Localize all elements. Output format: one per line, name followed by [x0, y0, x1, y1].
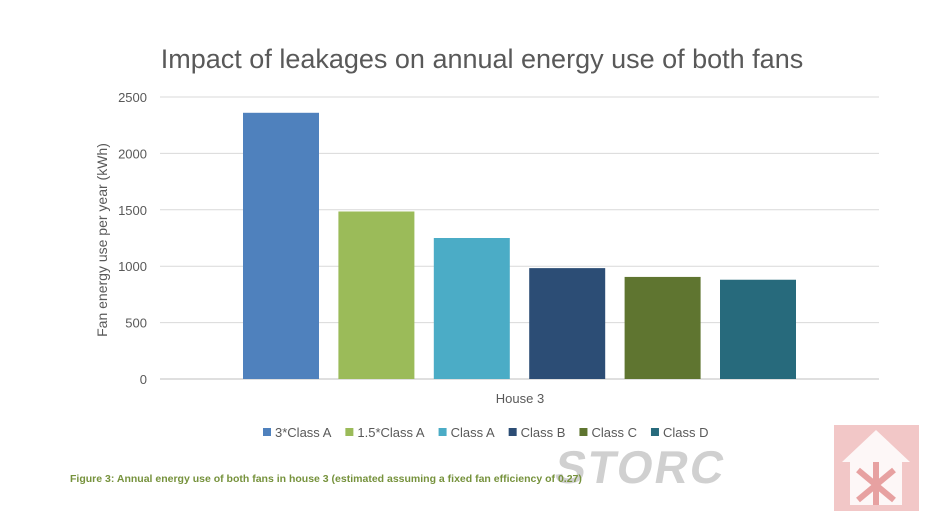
legend-swatch: [508, 428, 517, 436]
y-axis-ticks: 0 500 1000 1500 2000 2500: [118, 90, 147, 387]
legend-item: Class A: [438, 425, 495, 440]
legend-swatch: [345, 428, 354, 436]
legend: 3*Class A 1.5*Class A Class A Class B Class …: [263, 425, 708, 440]
y-tick-label: 2500: [118, 90, 147, 105]
legend-label: 1.5*Class A: [357, 425, 425, 440]
legend-label: Class C: [591, 425, 637, 440]
legend-item: 1.5*Class A: [345, 425, 425, 440]
y-tick-label: 2000: [118, 146, 147, 161]
legend-swatch: [438, 428, 447, 436]
y-tick-label: 1500: [118, 203, 147, 218]
svg-text:STORC: STORC: [551, 441, 730, 493]
figure-caption: Figure 3: Annual energy use of both fans…: [70, 473, 582, 485]
storc-logo: STORC: [551, 425, 919, 511]
y-tick-label: 500: [125, 316, 147, 331]
legend-label: 3*Class A: [275, 425, 332, 440]
bar-class-c: [624, 276, 701, 379]
y-tick-label: 0: [140, 372, 147, 387]
legend-item: Class C: [579, 425, 637, 440]
bar-class-b: [529, 268, 606, 379]
legend-item: 3*Class A: [263, 425, 332, 440]
legend-item: Class D: [650, 425, 709, 440]
bar-3-class-a: [243, 112, 319, 380]
legend-label: Class D: [663, 425, 709, 440]
legend-swatch: [579, 428, 588, 436]
y-tick-label: 1000: [118, 259, 147, 274]
legend-swatch: [650, 428, 659, 436]
bar-1-5-class-a: [338, 211, 415, 379]
chart-title: Impact of leakages on annual energy use …: [161, 44, 803, 74]
legend-swatch: [263, 428, 271, 436]
legend-label: Class B: [521, 425, 566, 440]
bar-class-a: [433, 238, 510, 379]
legend-label: Class A: [451, 425, 495, 440]
x-category-label: House 3: [496, 391, 544, 406]
bars: [243, 112, 796, 380]
bar-class-d: [720, 279, 796, 379]
legend-item: Class B: [508, 425, 566, 440]
y-axis-label: Fan energy use per year (kWh): [94, 143, 110, 337]
